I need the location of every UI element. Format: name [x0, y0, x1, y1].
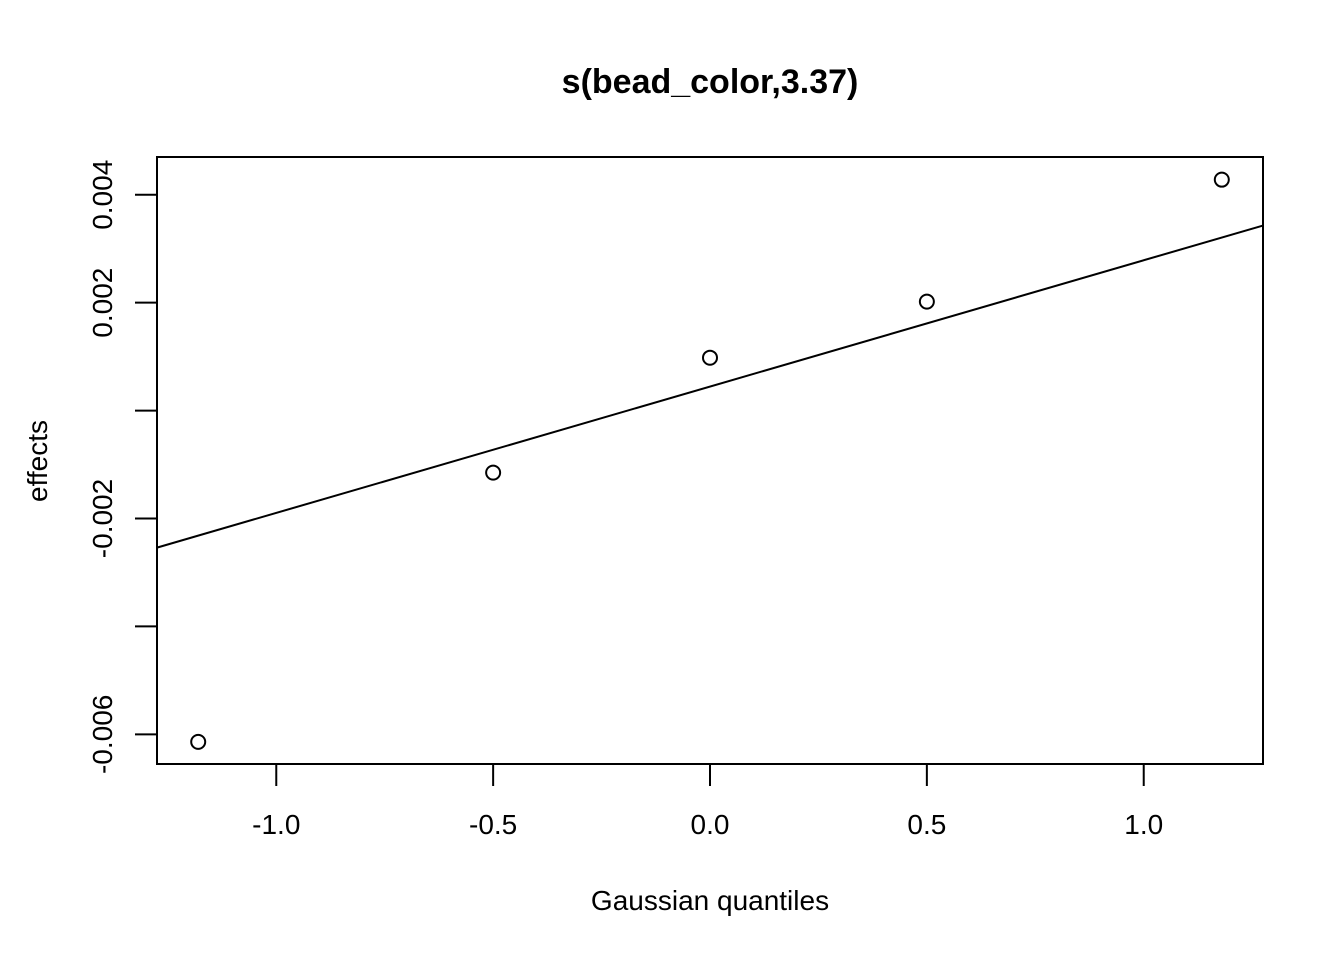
chart-title: s(bead_color,3.37): [562, 63, 859, 101]
x-axis: -1.0 -0.5 0.0 0.5 1.0: [252, 763, 1163, 840]
x-tick-label: 1.0: [1124, 809, 1163, 840]
y-axis-label: effects: [22, 420, 53, 502]
data-point: [918, 293, 935, 310]
y-axis: -0.006 -0.002 0.002 0.004: [87, 160, 158, 774]
y-tick-label: 0.002: [87, 268, 118, 338]
points-layer: [190, 171, 1230, 750]
x-tick-label: 0.5: [907, 809, 946, 840]
x-axis-label: Gaussian quantiles: [591, 885, 829, 916]
y-tick-label: -0.006: [87, 695, 118, 774]
x-tick-label: 0.0: [691, 809, 730, 840]
x-tick-label: -1.0: [252, 809, 300, 840]
data-point: [1213, 171, 1230, 188]
reference-line-layer: [156, 224, 1264, 549]
data-point: [702, 349, 718, 366]
qq-reference-line: [156, 224, 1264, 549]
plot-frame: [156, 156, 1264, 765]
y-tick-label: -0.002: [87, 479, 118, 558]
data-point: [190, 733, 207, 750]
x-tick-label: -0.5: [469, 809, 517, 840]
y-tick-label: 0.004: [87, 160, 118, 230]
data-point: [485, 464, 502, 481]
